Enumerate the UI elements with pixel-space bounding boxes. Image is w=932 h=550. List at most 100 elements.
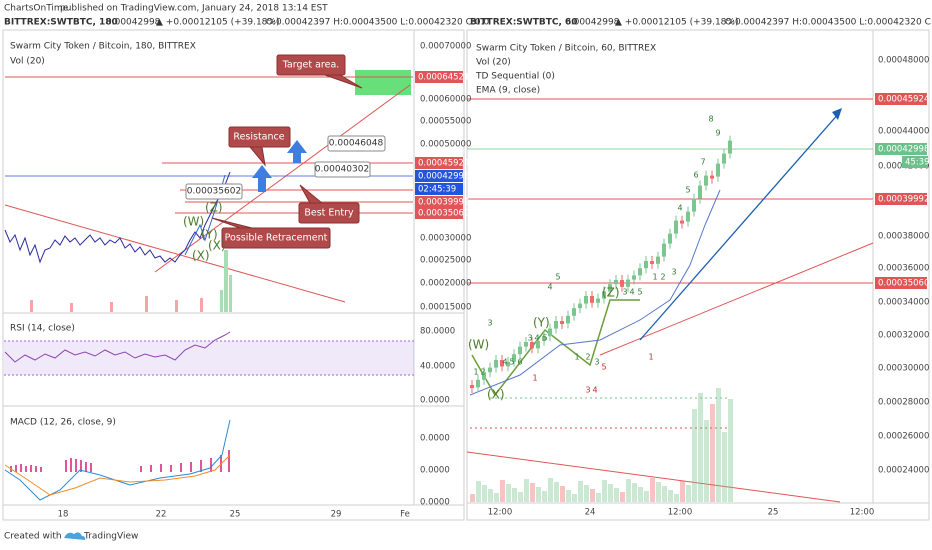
ohlc: O:0.00042397 H:0.00043500 L:0.00042320 C… — [725, 18, 932, 28]
volume-bar — [644, 491, 649, 502]
last-price: 0.00042998 — [565, 18, 620, 28]
candles — [470, 135, 732, 393]
price-badge — [875, 143, 927, 155]
price-badge — [875, 93, 927, 105]
td-count: 2 — [480, 368, 485, 377]
td-count: 5 — [685, 186, 690, 195]
td-count: 7 — [700, 158, 705, 167]
price-badge — [875, 193, 927, 205]
candle-body — [692, 198, 696, 212]
td-count: 1 — [473, 368, 478, 377]
volume-bar — [716, 388, 721, 502]
macd-axis-label: 0.0000 — [420, 466, 450, 476]
price-label: 0.00060000 — [420, 95, 471, 105]
price-badge-label: 02:45:39 — [418, 185, 456, 195]
indicator-label: Vol (20) — [476, 58, 511, 68]
price-label: 0.00034000 — [878, 298, 929, 308]
td-count: 3 — [594, 358, 599, 367]
candle-body — [596, 298, 600, 303]
callout: 0.00046048 — [329, 139, 384, 149]
footer-text: Created with — [4, 532, 62, 542]
candle-body — [620, 280, 624, 287]
price-label: 0.00038000 — [878, 232, 929, 242]
change: ▲ +0.00012105 (+39.18%) — [615, 18, 738, 28]
callout: 0.00040302 — [315, 165, 369, 175]
candle-body — [668, 233, 672, 244]
rsi-axis-label: 0.0000 — [420, 396, 450, 406]
price-label: 0.00032000 — [878, 331, 929, 341]
td-count: 3 — [671, 268, 676, 277]
td-count: 6 — [517, 358, 522, 367]
td-count: 9 — [715, 129, 720, 138]
price-badge-label: 0.00039992 — [878, 195, 929, 205]
td-count: 3 — [487, 319, 492, 328]
volume-bar — [482, 485, 487, 502]
price-badge — [902, 156, 928, 168]
callout-boxes — [185, 135, 386, 200]
candle-body — [698, 185, 702, 199]
volume-bar — [548, 478, 553, 502]
time-label: 18 — [58, 510, 69, 520]
candle-body — [536, 340, 540, 349]
volume-bar — [614, 488, 619, 502]
signal-line — [4, 454, 231, 496]
volume-bar — [554, 482, 559, 502]
time-label: 12:00 — [488, 508, 513, 518]
logo — [64, 532, 86, 540]
candle-body — [530, 342, 534, 349]
td-count: 4 — [629, 288, 634, 297]
wave-sketch — [471, 299, 640, 397]
volume-bar — [470, 494, 475, 502]
candle-body — [548, 328, 552, 337]
price-label: 0.00030000 — [878, 364, 929, 374]
candle-body — [470, 385, 474, 388]
td-count: 6 — [693, 171, 698, 180]
td-count: 4 — [677, 204, 682, 213]
td-count: 1 — [574, 353, 579, 362]
td-count: 3 — [622, 288, 627, 297]
rsi-band — [4, 341, 414, 375]
volume-bar — [572, 494, 577, 502]
time-label: 12:00 — [668, 508, 693, 518]
rsi-axis-label: 80.0000 — [420, 327, 455, 337]
volume-bar — [722, 432, 727, 502]
volume-bar — [578, 481, 583, 502]
volume-bar — [494, 493, 499, 502]
author: ChartsOnTime — [4, 4, 69, 14]
price-label: 0.00036000 — [878, 264, 929, 274]
volume-bar — [596, 493, 601, 502]
candle-body — [524, 342, 528, 347]
price-badge-label: 0.00064521 — [418, 73, 469, 83]
macd-axis-label: 0.0000 — [420, 434, 450, 444]
td-count: 2 — [585, 353, 590, 362]
price-badge-label: 0.00042998 — [418, 172, 469, 182]
candle-body — [638, 268, 642, 276]
annotation: Best Entry — [304, 208, 354, 219]
volume-bar — [668, 490, 673, 502]
volume-bar — [650, 478, 655, 502]
last-price: 0.00042998 — [106, 18, 161, 28]
volume-bar — [500, 480, 505, 502]
td-count: 1 — [532, 374, 537, 383]
candle-body — [542, 336, 546, 341]
volume-bar — [542, 491, 547, 502]
time-label: 25 — [768, 508, 779, 518]
time-label: 29 — [331, 510, 342, 520]
price-badge-label: 0.00045924 — [418, 159, 469, 169]
candle-body — [482, 372, 486, 380]
volume-bar — [512, 488, 517, 502]
price-badge-label: 0.00039992 — [418, 198, 469, 208]
wave-label: (Z) — [602, 286, 620, 300]
volume-bar — [656, 482, 661, 502]
price-badge — [875, 277, 927, 289]
time-label: 24 — [585, 508, 596, 518]
candle-body — [566, 315, 570, 324]
right-panel — [466, 29, 930, 521]
volume-bar — [710, 404, 715, 502]
candle-body — [728, 140, 732, 154]
candle-body — [590, 296, 594, 303]
level-lines — [4, 76, 413, 303]
volume-bar — [662, 486, 667, 502]
price-label: 0.00070000 — [420, 42, 471, 52]
price-badge-label: 45:39 — [905, 158, 930, 168]
